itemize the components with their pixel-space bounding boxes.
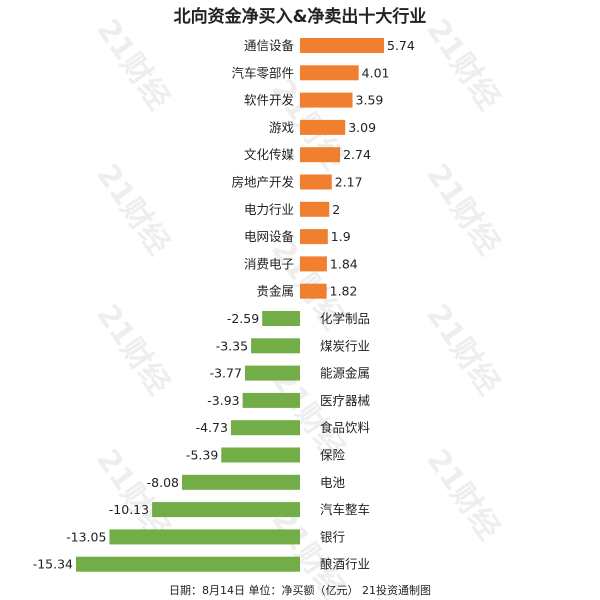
value-label: -2.59 [227,311,259,326]
bar [221,447,300,463]
category-label: 食品饮料 [320,420,371,435]
bar [230,420,300,436]
category-label: 游戏 [269,120,294,135]
chart-title: 北向资金净买入&净卖出十大行业 [174,6,427,27]
value-label: 4.01 [362,65,390,80]
watermark-text: 21财经 [419,13,506,116]
watermark-text: 21财经 [89,298,176,401]
value-label: 5.74 [387,38,415,53]
value-label: -3.77 [210,366,242,381]
bar [300,147,341,163]
watermark-text: 21财经 [419,158,506,261]
value-label: 3.59 [356,93,384,108]
value-label: 1.84 [330,256,358,271]
labels-group: 通信设备 5.74 汽车零部件 4.01 软件开发 3.59 游戏 3.09 文化传媒 2.74 房… [33,38,415,572]
bar [300,174,332,190]
value-label: -3.35 [216,338,248,353]
watermark-text: 21财经 [419,443,506,546]
value-label: 2 [332,202,340,217]
value-label: -13.05 [66,529,106,544]
bar [251,338,300,354]
bar [182,474,300,490]
category-label: 电池 [320,475,346,490]
category-label: 房地产开发 [231,175,294,190]
bar [109,529,300,545]
chart-footnote: 日期：8月14日 单位：净买额（亿元） 21投资通制图 [169,583,431,597]
bar [242,392,300,408]
bar [300,256,327,272]
bar [300,119,346,135]
value-label: -8.08 [147,475,179,490]
category-label: 电网设备 [244,229,295,244]
category-label: 银行 [320,529,345,544]
category-label: 汽车整车 [320,502,370,517]
value-label: 1.9 [331,229,351,244]
bar [262,311,300,326]
value-label: 2.17 [335,175,363,190]
bars-group [76,38,384,572]
bar [300,229,328,245]
category-label: 能源金属 [320,366,370,381]
value-label: -15.34 [33,557,73,572]
value-label: 3.09 [348,120,376,135]
watermark-text: 21财经 [419,298,506,401]
category-label: 酿酒行业 [320,557,370,572]
category-label: 电力行业 [244,202,294,217]
value-label: -5.39 [186,448,218,463]
bar [152,502,300,518]
bar [300,65,359,81]
value-label: -4.73 [196,420,228,435]
value-label: 1.82 [330,284,358,299]
bar [300,201,330,217]
bar [300,92,353,108]
category-label: 医疗器械 [320,393,371,408]
category-label: 贵金属 [256,284,294,299]
bar [76,556,300,572]
watermark-text: 21财经 [89,158,176,261]
bar [300,283,327,299]
value-label: -3.93 [207,393,239,408]
category-label: 消费电子 [244,256,294,271]
bar [300,38,384,53]
category-label: 文化传媒 [244,147,295,162]
category-label: 软件开发 [244,93,295,108]
bar [244,365,300,381]
category-label: 化学制品 [320,311,370,326]
category-label: 汽车零部件 [231,65,294,80]
value-label: -10.13 [109,502,149,517]
category-label: 保险 [320,448,346,463]
category-label: 煤炭行业 [320,338,370,353]
category-label: 通信设备 [244,38,295,53]
watermark-text: 21财经 [89,13,176,116]
value-label: 2.74 [343,147,371,162]
